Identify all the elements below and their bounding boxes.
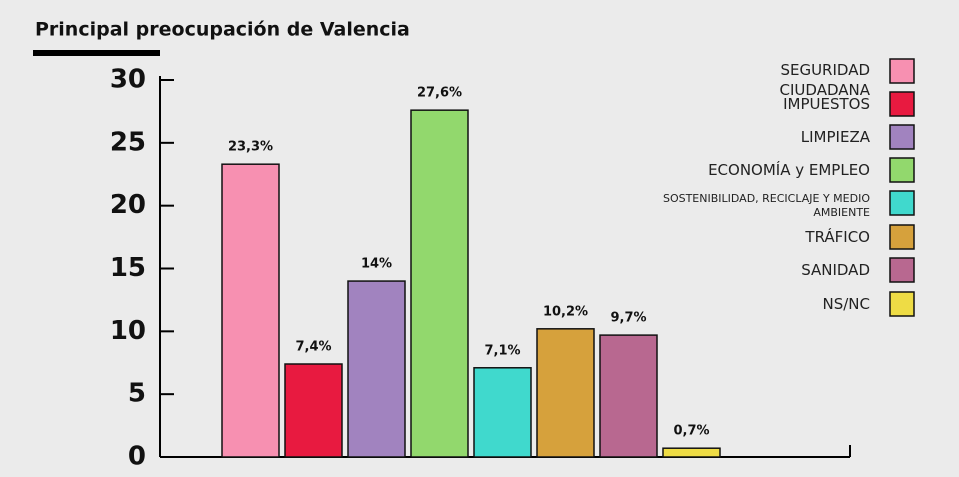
data-label: 7,1% [484, 343, 520, 358]
y-tick-label: 20 [110, 190, 146, 220]
y-tick-label: 10 [110, 316, 146, 346]
legend-swatch [889, 224, 915, 250]
y-tick-label: 30 [110, 65, 146, 95]
y-tick-label: 15 [110, 253, 146, 283]
legend-swatch [889, 291, 915, 317]
legend-label: NS/NC [822, 295, 871, 313]
data-label: 9,7% [610, 311, 646, 326]
bar [599, 334, 658, 458]
legend-label: SANIDAD [801, 261, 870, 279]
legend-label: SEGURIDAD CIUDADANA [779, 61, 870, 99]
bar [347, 280, 406, 458]
legend-swatch [889, 124, 915, 150]
bar [536, 328, 595, 458]
bar [221, 163, 280, 458]
data-label: 7,4% [295, 340, 331, 355]
y-tick-label: 5 [128, 379, 146, 409]
bar [410, 109, 469, 458]
legend-label: IMPUESTOS [783, 95, 870, 113]
chart-title: Principal preocupación de Valencia [35, 19, 410, 41]
legend-label: ECONOMÍA y EMPLEO [708, 161, 870, 179]
legend-swatch [889, 91, 915, 117]
bar [284, 363, 343, 458]
legend-swatch [889, 58, 915, 84]
data-label: 14% [361, 257, 392, 272]
title-underline [33, 50, 160, 56]
bar [473, 367, 532, 458]
legend-label: TRÁFICO [805, 228, 870, 246]
legend-label: SOSTENIBILIDAD, RECICLAJE Y MEDIO AMBIEN… [662, 192, 870, 219]
data-label: 0,7% [673, 424, 709, 439]
y-tick-label: 25 [110, 127, 146, 157]
legend-swatch [889, 190, 915, 216]
y-tick-label: 0 [128, 442, 146, 472]
legend-swatch [889, 257, 915, 283]
bar [662, 447, 721, 458]
data-label: 10,2% [543, 304, 588, 319]
data-label: 23,3% [228, 140, 273, 155]
legend-swatch [889, 157, 915, 183]
data-label: 27,6% [417, 86, 462, 101]
legend-label: LIMPIEZA [800, 128, 870, 146]
